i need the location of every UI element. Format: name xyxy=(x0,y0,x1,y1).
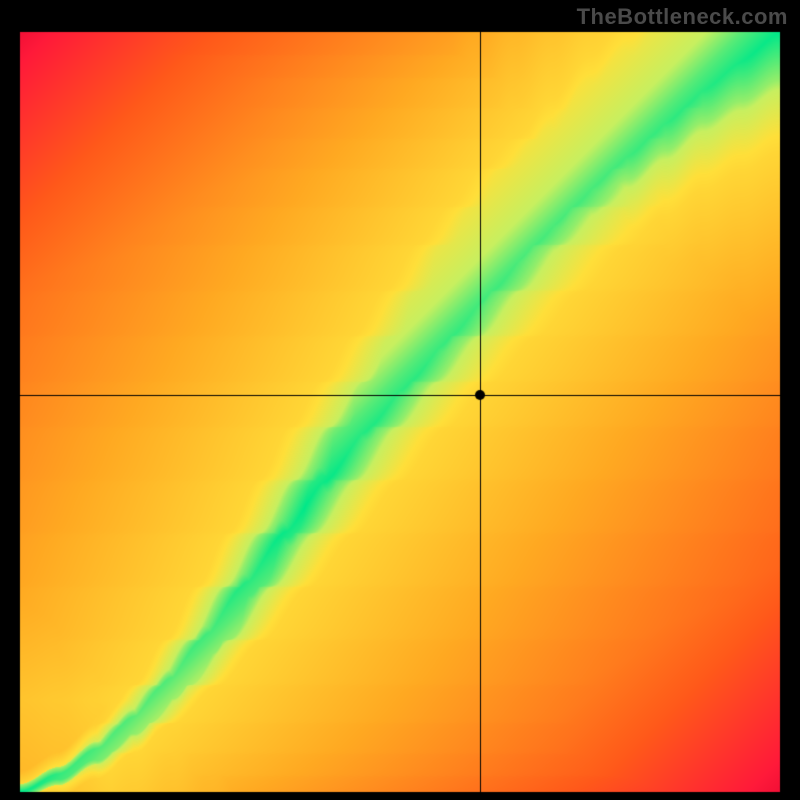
bottleneck-heatmap xyxy=(0,0,800,800)
watermark-text: TheBottleneck.com xyxy=(577,4,788,30)
